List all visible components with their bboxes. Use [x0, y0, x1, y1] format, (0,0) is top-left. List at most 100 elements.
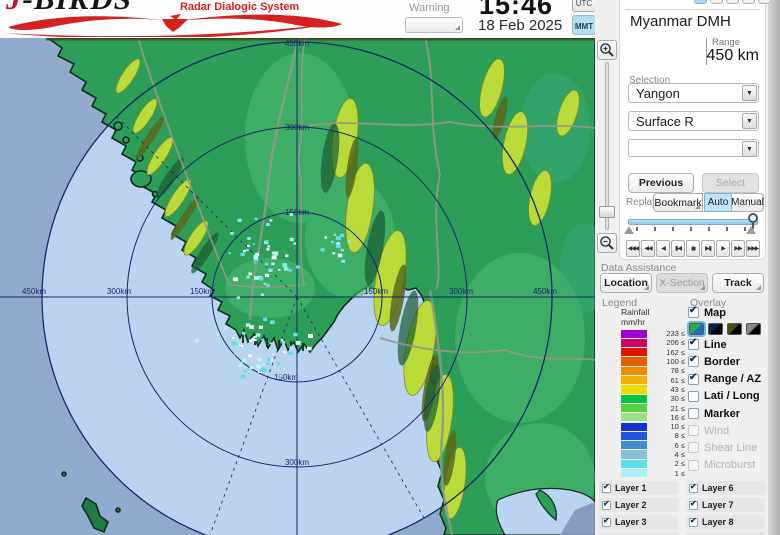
fastest-forward-button[interactable]: ▶▶▶	[746, 240, 760, 257]
top-toolbar-button[interactable]	[742, 0, 755, 4]
location-button[interactable]: Location	[600, 273, 652, 293]
overlay-item-label: Line	[704, 338, 727, 351]
layer-toggle-layer-1[interactable]: Layer 1	[599, 481, 678, 495]
overlay-item-line[interactable]: Line	[688, 336, 768, 353]
top-toolbar-button[interactable]	[758, 0, 771, 4]
map-style-dark-blue[interactable]	[708, 322, 723, 335]
layer-toggle-clipped[interactable]	[599, 532, 678, 535]
bookmark-button[interactable]: Bookmark	[653, 193, 703, 212]
utc-button[interactable]: UTC	[572, 0, 596, 12]
checkbox[interactable]	[602, 482, 611, 493]
stop-button[interactable]: ■	[686, 240, 700, 257]
checkbox[interactable]	[602, 516, 611, 527]
rain-echo-cell	[267, 358, 272, 362]
layer-toggle-layer-7[interactable]: Layer 7	[686, 498, 765, 512]
rain-echo-cell	[241, 361, 244, 364]
previous-button[interactable]: Previous	[628, 173, 694, 193]
overlay-item-label: Lati / Long	[704, 390, 760, 403]
slider-tick	[744, 227, 746, 231]
checkbox[interactable]	[689, 516, 698, 527]
replay-slider-track[interactable]	[628, 219, 758, 225]
top-bar: J-BIRDS Radar Dialogic System Warning 15…	[0, 0, 620, 38]
rain-echo-cell	[263, 317, 268, 321]
step-forward-button[interactable]: ▶▮	[701, 240, 715, 257]
play-backward-button[interactable]: ◀	[656, 240, 670, 257]
manual-toggle[interactable]: Manual	[731, 193, 764, 212]
map-style-olive[interactable]	[727, 322, 742, 335]
overlay-item-border[interactable]: Border	[688, 353, 768, 370]
radar-map[interactable]: 450km 300km 150km 150km 300km 450km 300km 150km…	[0, 38, 595, 535]
select-button: Select	[702, 173, 759, 193]
overlay-item-marker[interactable]: Marker	[688, 405, 768, 422]
rain-echo-cell	[266, 362, 270, 366]
layer-toggle-layer-8[interactable]: Layer 8	[686, 515, 765, 529]
legend-value: 21 ≤	[670, 403, 685, 413]
overlay-item-range-az[interactable]: Range / AZ	[688, 371, 768, 388]
rain-echo-cell	[276, 362, 281, 365]
checkbox[interactable]	[688, 390, 699, 402]
rain-echo-cell	[247, 348, 250, 350]
fast-forward-button[interactable]: ▶▶	[731, 240, 745, 257]
replay-slider-thumb[interactable]	[748, 213, 758, 223]
legend-value: 1 ≤	[674, 468, 685, 478]
map-style-terrain[interactable]	[687, 320, 706, 337]
rain-echo-cell	[256, 333, 261, 337]
rain-echo-cell	[289, 213, 293, 216]
rain-echo-cell	[339, 233, 345, 238]
rain-echo-cell	[262, 367, 268, 372]
selection-combo[interactable]: Surface R ▼	[628, 111, 759, 131]
chevron-down-icon[interactable]: ▼	[742, 85, 757, 101]
rain-echo-cell	[254, 276, 259, 280]
layer-toggle-clipped[interactable]	[686, 532, 765, 535]
top-toolbar-button[interactable]	[726, 0, 739, 4]
zoom-slider-track[interactable]	[605, 62, 609, 230]
fast-rewind-button[interactable]: ◀◀	[641, 240, 655, 257]
chevron-down-icon[interactable]: ▼	[742, 141, 757, 157]
zoom-slider-thumb[interactable]	[599, 206, 615, 218]
checkbox[interactable]	[689, 499, 698, 510]
overlay-item-lati-long[interactable]: Lati / Long	[688, 388, 768, 405]
map-style-gray[interactable]	[746, 322, 761, 335]
mmt-button[interactable]: MMT	[572, 15, 596, 35]
checkbox[interactable]	[689, 482, 698, 493]
checkbox[interactable]	[688, 305, 699, 319]
rain-echo-cell	[267, 245, 271, 248]
overlay-item-map[interactable]: Map	[688, 304, 768, 321]
checkbox[interactable]	[688, 408, 699, 420]
overlay-list: Map Line Border Range / AZ Lati / Long Marker…	[687, 304, 768, 474]
rain-echo-cell	[256, 364, 261, 369]
overlay-item-wind: Wind	[688, 422, 768, 439]
rain-echo-cell	[240, 374, 246, 379]
layer-toggle-layer-6[interactable]: Layer 6	[686, 481, 765, 495]
warning-dropdown[interactable]	[405, 17, 463, 33]
rain-echo-cell	[262, 363, 266, 366]
selection-combo[interactable]: ▼	[628, 139, 759, 157]
checkbox[interactable]	[602, 499, 611, 510]
step-backward-button[interactable]: ▮◀	[671, 240, 685, 257]
zoom-in-button[interactable]	[597, 40, 617, 60]
selection-combo[interactable]: Yangon ▼	[628, 83, 759, 103]
chevron-down-icon[interactable]: ▼	[742, 113, 757, 129]
slider-end-marker[interactable]	[746, 226, 756, 234]
auto-toggle[interactable]: Auto	[704, 193, 732, 212]
rain-echo-cell	[331, 240, 334, 244]
rain-echo-cell	[263, 341, 266, 344]
legend-color-swatch	[621, 441, 647, 450]
track-button[interactable]: Track	[712, 273, 764, 293]
top-toolbar-button[interactable]	[694, 0, 707, 4]
clock-time: 15:46	[479, 0, 554, 20]
layer-label: Layer 2	[615, 500, 647, 510]
legend-value: 16 ≤	[670, 412, 685, 422]
fastest-rewind-button[interactable]: ◀◀◀	[626, 240, 640, 257]
slider-start-marker[interactable]	[624, 226, 634, 234]
checkbox[interactable]	[688, 337, 699, 351]
checkbox[interactable]	[688, 354, 699, 368]
layer-toggle-layer-2[interactable]: Layer 2	[599, 498, 678, 512]
checkbox[interactable]	[688, 372, 699, 385]
play-forward-button[interactable]: ▶	[716, 240, 730, 257]
station-name: Myanmar DMH	[630, 13, 731, 30]
zoom-out-button[interactable]	[597, 233, 617, 253]
overlay-label: Overlay	[690, 297, 727, 309]
layer-toggle-layer-3[interactable]: Layer 3	[599, 515, 678, 529]
top-toolbar-button[interactable]	[710, 0, 723, 4]
